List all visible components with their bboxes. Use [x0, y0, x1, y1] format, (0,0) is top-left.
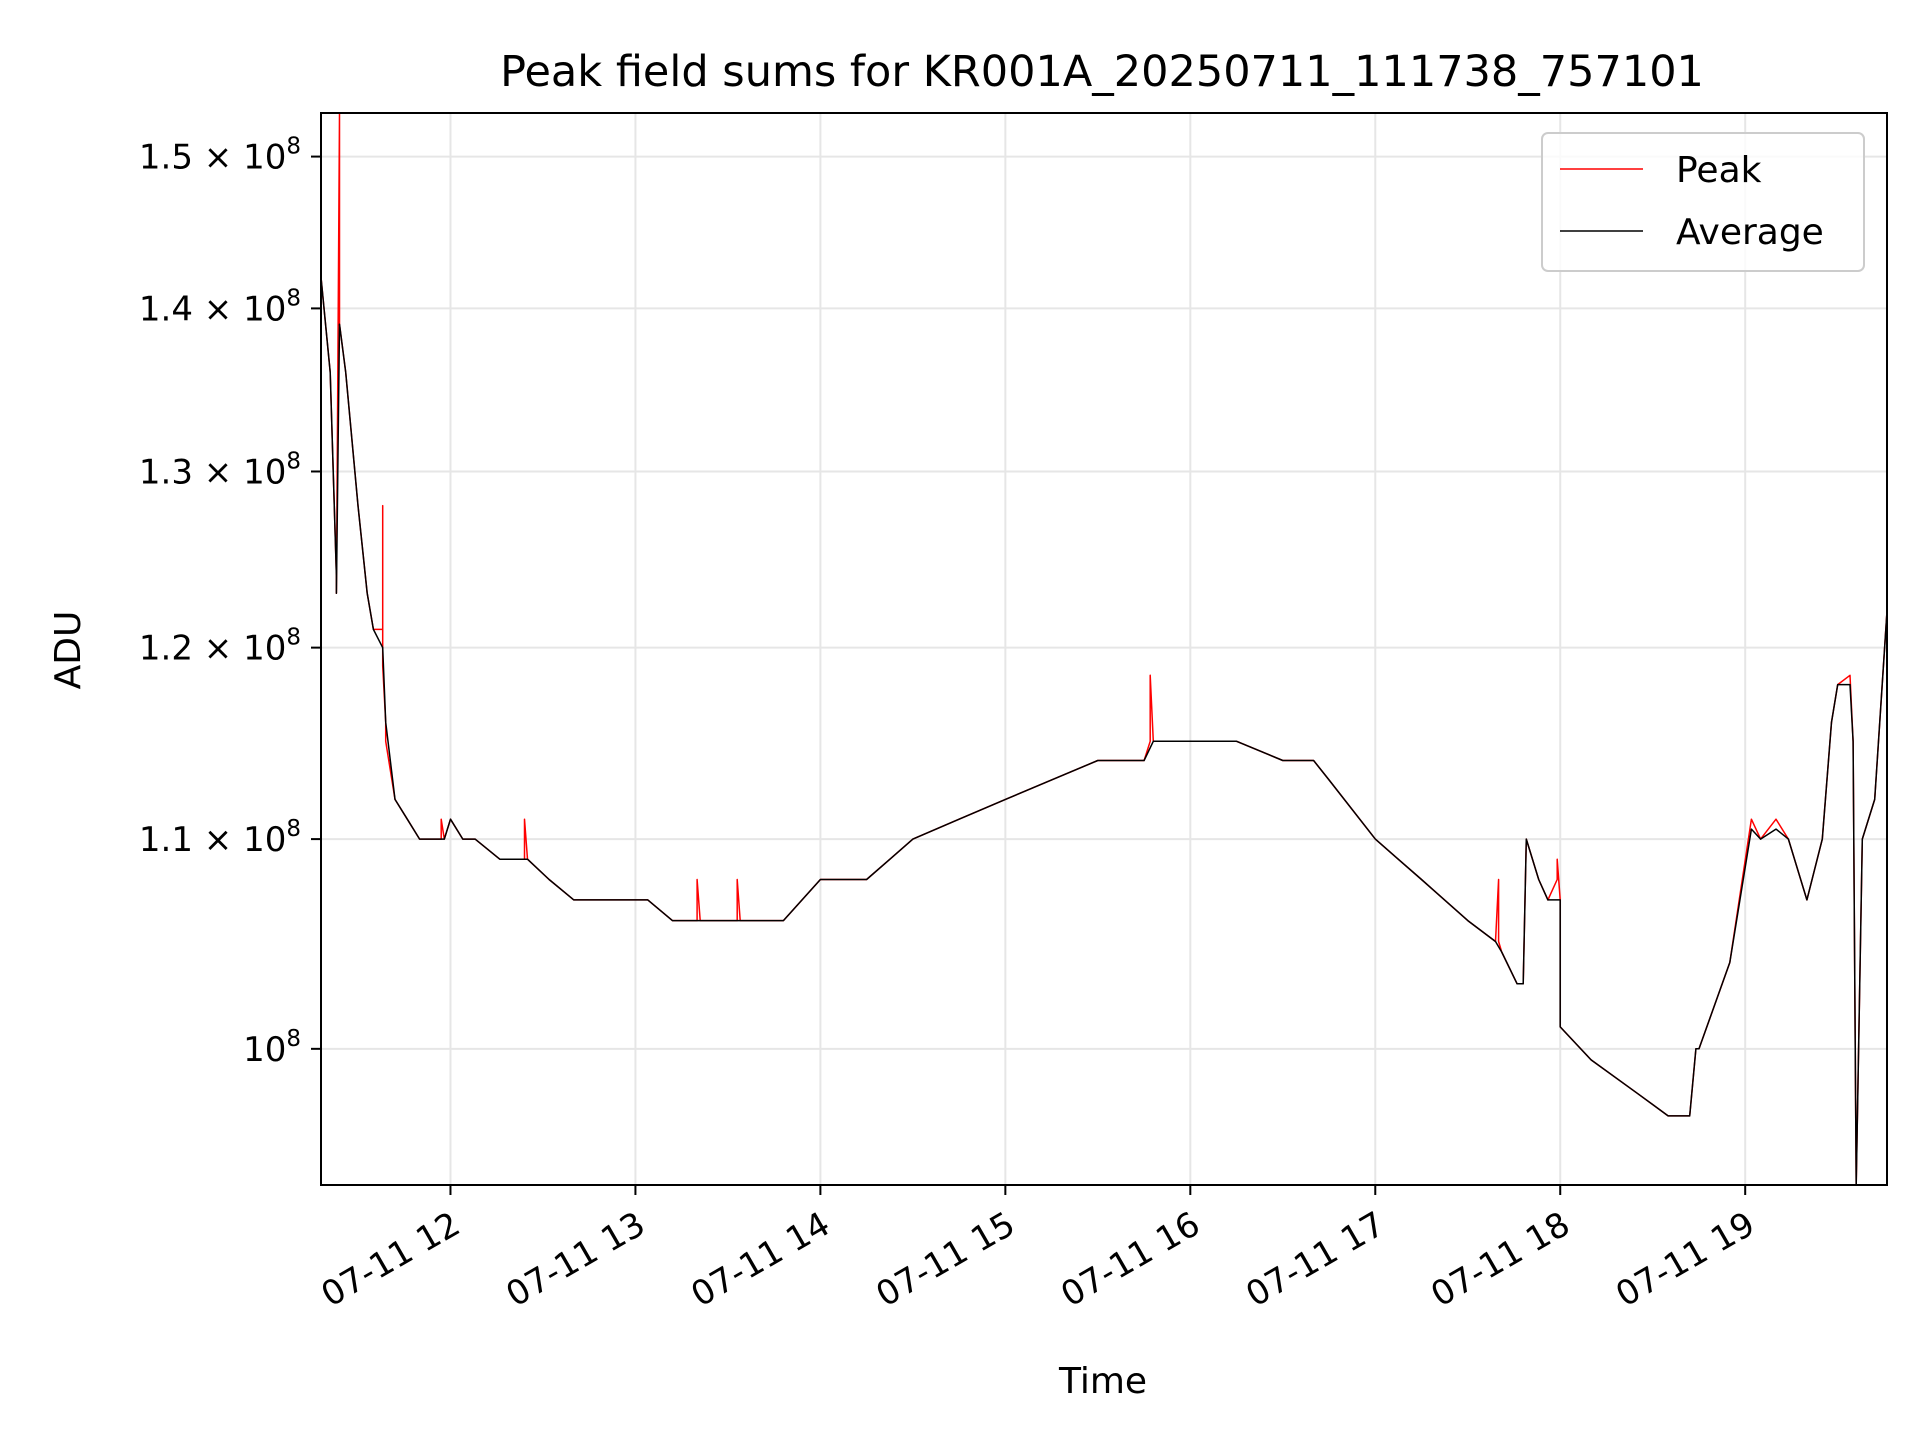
plot-area-frame	[320, 112, 1888, 1186]
legend: Peak Average	[1541, 132, 1865, 272]
x-axis-label: Time	[1058, 1361, 1147, 1402]
y-tick-mantissa: 1.1 × 10	[139, 820, 286, 860]
chart-title: Peak field sums for KR001A_20250711_1117…	[500, 47, 1704, 97]
y-axis-label: ADU	[48, 611, 89, 690]
y-tick-label: 1.3 × 108	[139, 448, 301, 492]
y-tick-mantissa: 1.2 × 10	[139, 629, 286, 669]
y-tick-label: 1.1 × 108	[139, 816, 301, 860]
y-tick-exponent: 8	[286, 285, 301, 311]
grid	[321, 113, 1887, 1185]
y-tick-mantissa: 10	[243, 1030, 286, 1070]
series-line-average	[320, 277, 1888, 1186]
y-tick-exponent: 8	[286, 134, 301, 160]
y-tick-exponent: 8	[286, 816, 301, 842]
y-tick-label: 1.2 × 108	[139, 625, 301, 669]
legend-label-peak: Peak	[1676, 150, 1762, 191]
y-tick-exponent: 8	[286, 625, 301, 651]
y-tick-mantissa: 1.3 × 10	[139, 452, 286, 492]
legend-box	[1541, 132, 1865, 272]
y-tick-exponent: 8	[286, 1026, 301, 1052]
legend-label-average: Average	[1676, 212, 1824, 253]
y-tick-exponent: 8	[286, 448, 301, 474]
y-tick-label: 1.5 × 108	[139, 134, 301, 178]
y-tick-label: 1.4 × 108	[139, 285, 301, 329]
y-tick-mantissa: 1.4 × 10	[139, 289, 286, 329]
y-tick-label: 108	[243, 1026, 301, 1070]
y-tick-mantissa: 1.5 × 10	[139, 138, 286, 178]
series-lines	[320, 112, 1888, 1186]
